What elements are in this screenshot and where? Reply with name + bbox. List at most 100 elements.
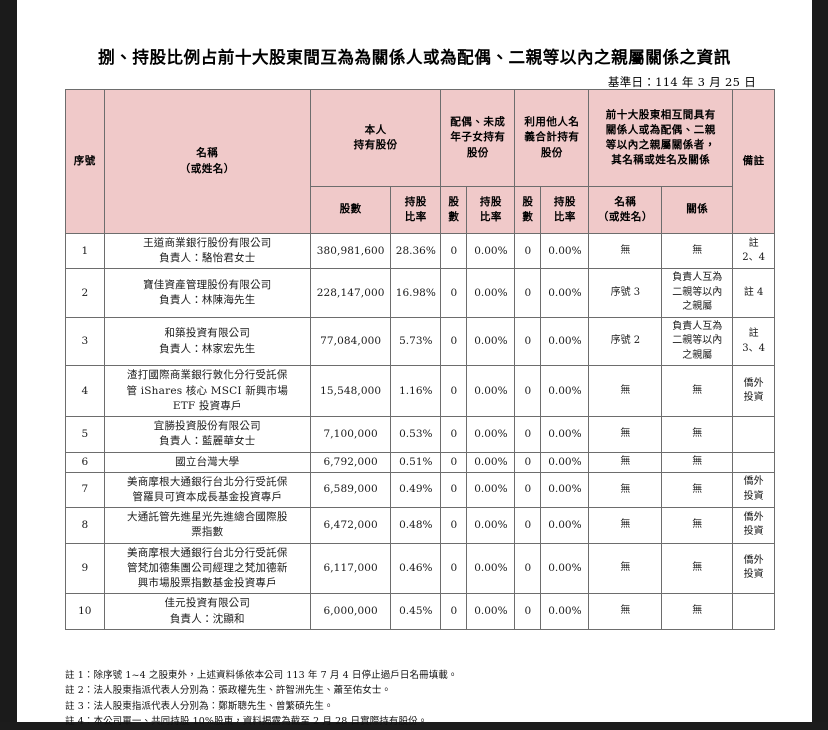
cell-nominee-ratio: 0.00% — [540, 232, 590, 270]
cell-sequence: 10 — [65, 593, 105, 630]
right-dark-band — [812, 0, 828, 722]
cell-remark-line: 僑外 — [743, 511, 764, 523]
cell-nominee-shares: 0 — [514, 416, 542, 453]
cell-self-ratio: 0.46% — [390, 542, 442, 595]
cell-related-relation-line: 無 — [692, 519, 703, 531]
cell-related-name: 無 — [588, 471, 663, 509]
cell-self-ratio: 16.98% — [390, 268, 442, 318]
table-row: 4 渣打國際商業銀行敦化分行受託保管 iShares 核心 MSCI 新興市場 ET… — [65, 365, 775, 418]
th-nominee-shares-line2: 數 — [522, 211, 534, 223]
table-row: 8 大通託管先進星光先進總合國際股 票指數 6,472,000 0.48% 0 0.00% 0… — [65, 507, 775, 544]
cell-name-line: 負責人：林陳海先生 — [159, 294, 256, 307]
cell-related-relation: 無 — [661, 542, 734, 595]
cell-remark-line: 註 — [748, 328, 759, 340]
cell-related-name: 無 — [588, 232, 663, 270]
cell-self-ratio: 0.48% — [390, 507, 442, 544]
shareholders-table-container: 序號 名稱 （或姓名） 本人 持有股份 — [65, 89, 775, 630]
cell-spouse-ratio: 0.00% — [466, 316, 516, 367]
cell-sequence: 8 — [65, 507, 105, 544]
th-related-line3: 等以內之親屬關係者， — [605, 139, 716, 151]
cell-name-line: 王道商業銀行股份有限公司 — [143, 237, 272, 249]
cell-self-shares: 6,472,000 — [309, 507, 392, 544]
cell-related-relation-line: 負責人互為 — [672, 272, 723, 284]
cell-self-shares: 6,589,000 — [309, 471, 392, 509]
cell-remark — [732, 451, 775, 473]
cell-nominee-ratio: 0.00% — [540, 451, 590, 473]
cell-related-relation-line: 無 — [692, 483, 703, 495]
cell-name-line: 票指數 — [191, 526, 224, 539]
cell-name: 寶佳資產管理股份有限公司 負責人：林陳海先生 — [103, 268, 312, 318]
footnotes: 註 1：除序號 1~4 之股東外，上述資料係依本公司 113 年 7 月 4 日… — [65, 668, 805, 730]
cell-name: 和築投資有限公司 負責人：林家宏先生 — [103, 316, 312, 367]
cell-related-relation: 無 — [661, 593, 734, 630]
shareholders-table: 序號 名稱 （或姓名） 本人 持有股份 — [65, 89, 775, 630]
cell-name: 美商摩根大通銀行台北分行受託保 管梵加德集團公司經理之梵加德新 興市場股票指數基金投… — [103, 542, 312, 595]
cell-spouse-shares: 0 — [440, 593, 468, 630]
th-spouse-shares-line2: 數 — [448, 211, 460, 223]
cell-name-line: 大通託管先進星光先進總合國際股 — [127, 511, 288, 524]
cell-name-line: 佳元投資有限公司 — [164, 597, 251, 610]
cell-remark-line: 僑外 — [743, 554, 764, 566]
cell-related-relation-line: 之親屬 — [682, 349, 713, 361]
cell-sequence: 2 — [65, 268, 105, 318]
cell-remark-line: 2、4 — [742, 252, 765, 264]
cell-self-ratio: 0.49% — [390, 471, 442, 509]
th-self-line1: 本人 — [364, 123, 387, 136]
th-spouse-line2: 年子女持有 — [450, 131, 506, 144]
th-sequence: 序號 — [65, 89, 105, 234]
cell-sequence: 1 — [65, 232, 105, 270]
cell-self-shares: 77,084,000 — [309, 316, 392, 367]
cell-nominee-ratio: 0.00% — [540, 365, 590, 418]
th-self-shares-label: 股數 — [339, 203, 362, 216]
cell-nominee-shares: 0 — [514, 507, 542, 544]
footnote-item: 註 1：除序號 1~4 之股東外，上述資料係依本公司 113 年 7 月 4 日… — [65, 670, 458, 681]
cell-name-line: 管 iShares 核心 MSCI 新興市場 — [126, 384, 289, 397]
th-spouse-ratio-line2: 比率 — [479, 211, 502, 223]
cell-self-ratio: 28.36% — [390, 232, 442, 270]
cell-nominee-ratio: 0.00% — [540, 268, 590, 318]
table-row: 7 美商摩根大通銀行台北分行受託保 管羅貝可資本成長基金投資專戶 6,589,000 0… — [65, 471, 775, 509]
left-dark-band — [0, 0, 17, 722]
cell-remark-line: 投資 — [743, 490, 764, 502]
cell-remark: 註 4 — [732, 268, 775, 318]
cell-sequence: 6 — [65, 451, 105, 473]
cell-self-ratio: 1.16% — [390, 365, 442, 418]
cell-related-name: 無 — [588, 451, 663, 473]
cell-nominee-ratio: 0.00% — [540, 316, 590, 367]
th-related-line4: 其名稱或姓名及關係 — [611, 154, 711, 167]
cell-name-line: 負責人：沈顯和 — [169, 612, 245, 625]
cell-spouse-ratio: 0.00% — [466, 451, 516, 473]
cell-remark: 註 3、4 — [732, 316, 775, 367]
cell-nominee-shares: 0 — [514, 451, 542, 473]
th-nominee-line3: 股份 — [540, 146, 563, 159]
cell-name: 美商摩根大通銀行台北分行受託保 管羅貝可資本成長基金投資專戶 — [103, 471, 312, 509]
cell-nominee-ratio: 0.00% — [540, 416, 590, 453]
th-related-line1: 前十大股東相互間具有 — [605, 108, 716, 121]
th-nominee-shares-line1: 股 — [522, 195, 534, 208]
th-nominee-line2: 義合計持有 — [524, 131, 580, 144]
cell-spouse-shares: 0 — [440, 232, 468, 270]
table-row: 10 佳元投資有限公司 負責人：沈顯和 6,000,000 0.45% 0 0.00% 0 0.… — [65, 593, 775, 630]
th-remark-label: 備註 — [742, 154, 765, 167]
cell-related-relation-line: 無 — [692, 562, 703, 574]
th-related-name-line1: 名稱 — [614, 195, 637, 208]
footnote-item: 註 3：法人股東指派代表人分別為：鄭斯聰先生、曾繁碩先生。 — [65, 700, 334, 712]
cell-nominee-shares: 0 — [514, 471, 542, 509]
cell-self-shares: 15,548,000 — [309, 365, 392, 418]
cell-remark: 註 2、4 — [732, 232, 775, 270]
cell-sequence: 4 — [65, 365, 105, 418]
cell-related-name: 無 — [588, 416, 663, 453]
cell-related-relation-line: 無 — [692, 605, 703, 617]
th-spouse-line3: 股份 — [466, 146, 489, 159]
cell-self-ratio: 0.45% — [390, 593, 442, 630]
th-spouse-ratio-line1: 持股 — [479, 195, 502, 208]
cell-related-name: 無 — [588, 542, 663, 595]
cell-self-ratio: 0.51% — [390, 451, 442, 473]
cell-spouse-ratio: 0.00% — [466, 471, 516, 509]
th-name: 名稱 （或姓名） — [103, 89, 312, 234]
table-row: 1 王道商業銀行股份有限公司 負責人：駱怡君女士 380,981,600 28.36% 0… — [65, 232, 775, 270]
cell-name-line: 渣打國際商業銀行敦化分行受託保 — [127, 369, 288, 382]
cell-spouse-ratio: 0.00% — [466, 593, 516, 630]
cell-sequence: 9 — [65, 542, 105, 595]
cell-spouse-shares: 0 — [440, 365, 468, 418]
